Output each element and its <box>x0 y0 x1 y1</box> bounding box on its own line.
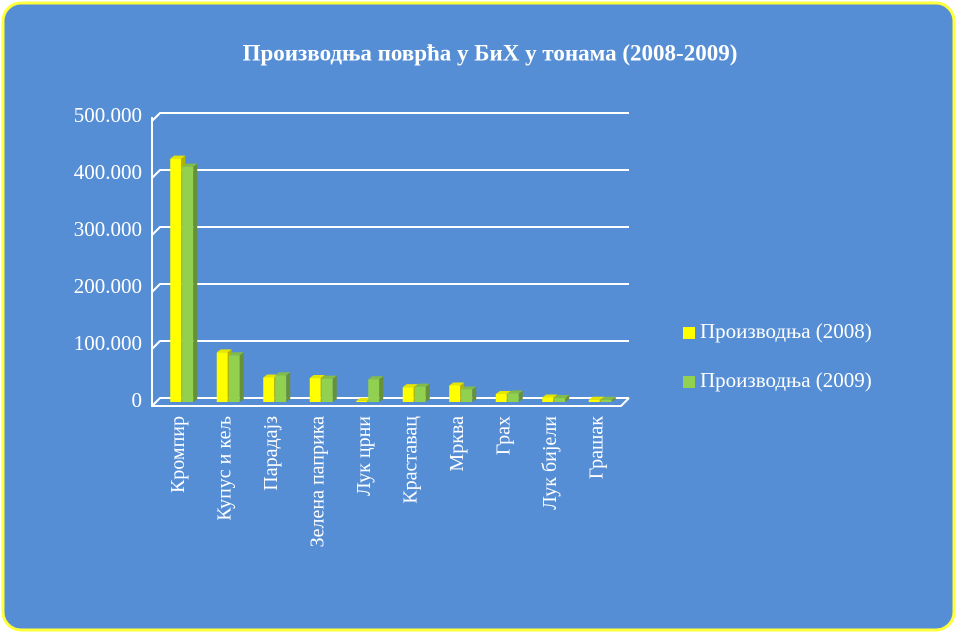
x-tick-label: Купус и кељ <box>213 416 235 521</box>
y-tick-label: 200.000 <box>74 274 142 298</box>
bar <box>600 396 616 402</box>
y-tick-label: 100.000 <box>74 331 142 355</box>
bar <box>414 383 430 402</box>
bar <box>554 395 570 402</box>
y-tick-label: 500.000 <box>74 103 142 127</box>
legend-label: Производња (2008) <box>700 319 872 343</box>
x-tick-label: Краставац <box>399 416 421 504</box>
chart-title: Производња поврћа у БиХ у тонама (2008-2… <box>243 40 738 65</box>
grid-line <box>151 112 629 122</box>
x-tick-label: Лук црни <box>353 416 375 496</box>
x-tick-label: Грашак <box>585 416 607 479</box>
x-tick-label: Мрква <box>446 416 468 472</box>
y-tick-label: 0 <box>132 388 143 412</box>
grid-line <box>151 340 629 350</box>
bar <box>182 163 198 402</box>
bar <box>368 376 384 402</box>
y-tick-label: 300.000 <box>74 217 142 241</box>
grid-line <box>151 283 629 293</box>
axis-line <box>151 117 630 407</box>
bar <box>228 352 244 402</box>
x-tick-label: Кромпир <box>167 416 189 493</box>
x-tick-label: Зелена паприка <box>306 416 328 547</box>
legend-swatch <box>683 327 695 339</box>
bar <box>461 386 477 402</box>
bar <box>275 372 291 402</box>
y-tick-label: 400.000 <box>74 160 142 184</box>
x-tick-label: Лук бијели <box>539 416 561 510</box>
grid-line <box>151 169 629 179</box>
legend-label: Производња (2009) <box>700 368 872 392</box>
legend-swatch <box>683 376 695 388</box>
x-tick-label: Грах <box>492 416 514 455</box>
grid-line <box>151 226 629 236</box>
bar <box>321 375 337 402</box>
bar <box>507 390 523 402</box>
x-tick-label: Парадајз <box>260 416 282 491</box>
